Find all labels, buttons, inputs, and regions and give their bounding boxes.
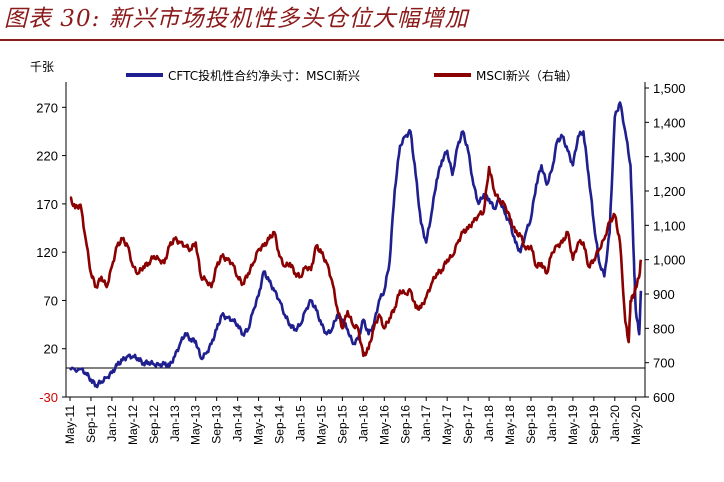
title-rule bbox=[0, 39, 724, 41]
right-tick-label: 1,300 bbox=[653, 150, 686, 165]
x-tick-label: Sep-15 bbox=[335, 405, 349, 444]
x-tick-label: Jan-15 bbox=[293, 405, 307, 442]
series-line-msci bbox=[69, 165, 643, 358]
right-tick-label: 700 bbox=[653, 356, 675, 371]
legend-label-msci: MSCI新兴（右轴） bbox=[476, 68, 578, 83]
x-tick-label: Sep-11 bbox=[84, 405, 98, 443]
x-tick-label: Sep-14 bbox=[273, 405, 287, 444]
legend-label-cftc: CFTC投机性合约净头寸：MSCI新兴 bbox=[168, 68, 360, 83]
x-tick-label: May-15 bbox=[314, 405, 328, 445]
x-tick-label: Jan-13 bbox=[168, 405, 182, 442]
x-tick-label: Sep-18 bbox=[524, 405, 538, 444]
x-tick-label: Jan-20 bbox=[608, 405, 622, 442]
left-axis: 270 220 170 120 70 20 -30 bbox=[36, 100, 66, 405]
x-axis: May-11 Sep-11 Jan-12 May-12 Sep-12 Jan-13 May-… bbox=[63, 397, 643, 445]
x-tick-label: Jan-17 bbox=[419, 405, 433, 442]
left-tick-label: 270 bbox=[36, 100, 58, 115]
right-axis: 1,500 1,400 1,300 1,200 1,100 1,000 900 800 700 6… bbox=[645, 81, 686, 405]
left-tick-label: 70 bbox=[44, 293, 58, 308]
x-tick-label: May-16 bbox=[377, 405, 391, 445]
right-tick-label: 1,500 bbox=[653, 81, 686, 96]
x-tick-label: May-17 bbox=[440, 405, 454, 445]
x-tick-label: May-12 bbox=[126, 405, 140, 445]
right-tick-label: 1,200 bbox=[653, 184, 686, 199]
right-tick-label: 900 bbox=[653, 287, 675, 302]
x-tick-label: Sep-17 bbox=[461, 405, 475, 444]
x-tick-label: Sep-16 bbox=[398, 405, 412, 444]
x-tick-label: May-18 bbox=[503, 405, 517, 445]
x-tick-label: May-20 bbox=[629, 405, 643, 445]
left-axis-unit: 千张 bbox=[30, 60, 54, 74]
x-tick-label: May-19 bbox=[566, 405, 580, 445]
x-tick-label: Jan-18 bbox=[482, 405, 496, 442]
figure-title: 图表 30: 新兴市场投机性多头仓位大幅增加 bbox=[4, 6, 469, 32]
x-tick-label: Sep-12 bbox=[147, 405, 161, 444]
x-tick-label: Jan-14 bbox=[231, 405, 245, 442]
right-tick-label: 1,400 bbox=[653, 115, 686, 130]
x-tick-label: May-11 bbox=[63, 405, 77, 444]
right-tick-label: 600 bbox=[653, 390, 675, 405]
right-tick-label: 1,100 bbox=[653, 218, 686, 233]
x-tick-label: Sep-13 bbox=[210, 405, 224, 444]
left-tick-label: 20 bbox=[44, 342, 58, 357]
legend: CFTC投机性合约净头寸：MSCI新兴 MSCI新兴（右轴） bbox=[126, 68, 578, 83]
x-tick-label: Jan-19 bbox=[545, 405, 559, 442]
series-lines bbox=[69, 101, 643, 389]
x-tick-label: Jan-16 bbox=[356, 405, 370, 442]
series-line-cftc bbox=[69, 101, 643, 389]
right-tick-label: 1,000 bbox=[653, 253, 686, 268]
x-tick-label: Jan-12 bbox=[105, 405, 119, 442]
x-tick-label: May-13 bbox=[189, 405, 203, 445]
x-tick-label: Sep-19 bbox=[587, 405, 601, 444]
chart-frame bbox=[65, 82, 646, 398]
left-tick-label: 120 bbox=[36, 245, 58, 260]
left-tick-label: 170 bbox=[36, 197, 58, 212]
left-tick-label: -30 bbox=[39, 390, 58, 405]
x-tick-label: May-14 bbox=[252, 405, 266, 445]
right-tick-label: 800 bbox=[653, 321, 675, 336]
left-tick-label: 220 bbox=[36, 149, 58, 164]
